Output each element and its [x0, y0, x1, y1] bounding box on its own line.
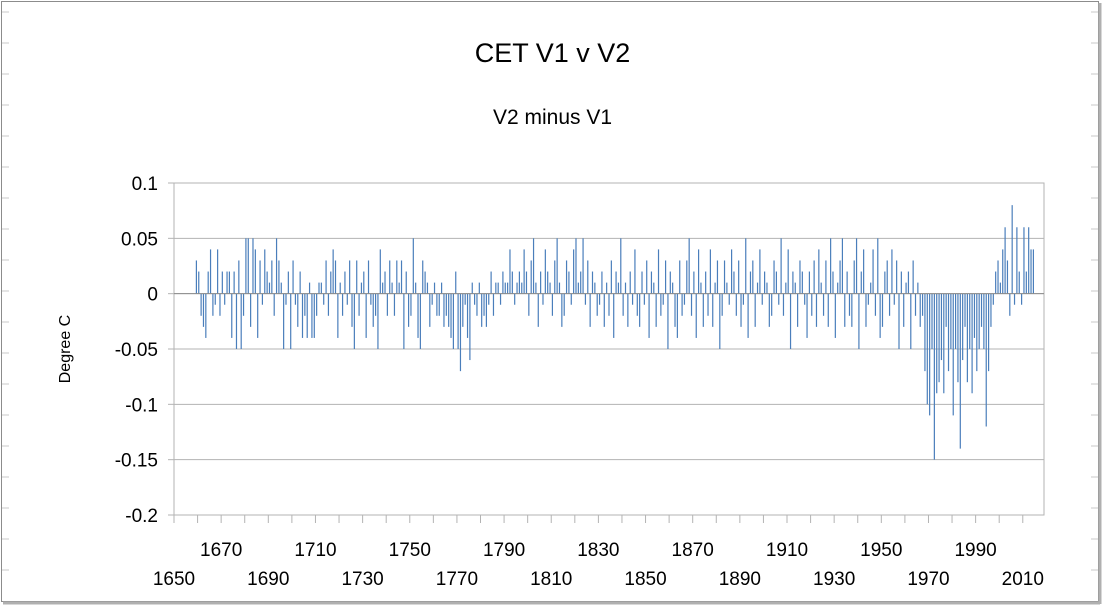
y-axis-label: Degree C [57, 315, 74, 383]
y-tick-label: 0.1 [132, 174, 158, 195]
x-tick-label: 1810 [530, 569, 572, 590]
x-tick-label: 1870 [672, 540, 714, 561]
x-tick-label: 1890 [719, 569, 761, 590]
y-tick-label: -0.15 [115, 451, 158, 472]
x-tick-label: 1730 [341, 569, 383, 590]
y-tick-label: -0.2 [125, 506, 158, 527]
x-tick-label: 1710 [294, 540, 336, 561]
chart-title: CET V1 v V2 [474, 38, 631, 68]
x-tick-label: 1770 [436, 569, 478, 590]
y-tick-label: 0 [147, 285, 158, 306]
x-tick-label: 1910 [766, 540, 808, 561]
plot-border [173, 182, 1045, 516]
x-tick-label: 1830 [577, 540, 619, 561]
x-tick-label: 1750 [389, 540, 431, 561]
chart-subtitle: V2 minus V1 [492, 106, 613, 129]
x-tick-label: 1850 [624, 569, 666, 590]
x-tick-label: 2010 [1002, 569, 1044, 590]
x-tick-label: 1930 [813, 569, 855, 590]
x-tick-label: 1670 [200, 540, 242, 561]
x-tick-label: 1990 [954, 540, 996, 561]
y-tick-label: 0.05 [121, 229, 158, 250]
y-tick-label: -0.1 [125, 395, 158, 416]
y-tick-label: -0.05 [115, 340, 158, 361]
x-tick-label: 1790 [483, 540, 525, 561]
x-tick-label: 1970 [907, 569, 949, 590]
x-tick-label: 1950 [860, 540, 902, 561]
x-tick-label: 1690 [247, 569, 289, 590]
x-tick-label: 1650 [153, 569, 195, 590]
